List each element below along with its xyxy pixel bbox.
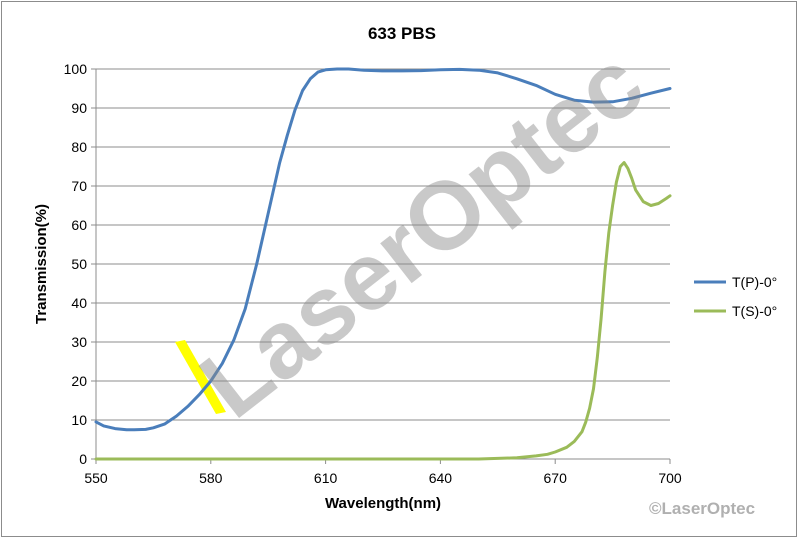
legend-label: T(S)-0° [732, 303, 777, 319]
y-tick-label: 30 [71, 334, 87, 350]
x-tick-label: 550 [84, 470, 108, 486]
y-tick-label: 10 [71, 412, 87, 428]
x-tick-label: 670 [544, 470, 568, 486]
gridlines [91, 68, 671, 464]
legend-label: T(P)-0° [732, 274, 777, 290]
y-tick-label: 80 [71, 139, 87, 155]
y-tick-label: 40 [71, 295, 87, 311]
x-tick-label: 580 [199, 470, 223, 486]
x-axis-label: Wavelength(nm) [325, 495, 441, 512]
y-tick-label: 60 [71, 217, 87, 233]
x-tick-label: 700 [658, 470, 682, 486]
legend: T(P)-0° T(S)-0° [694, 274, 777, 319]
y-tick-label: 70 [71, 178, 87, 194]
watermark-text: LaserOptec [181, 29, 663, 439]
x-tick-label: 640 [429, 470, 453, 486]
series-line-1 [94, 161, 672, 461]
y-tick-label: 20 [71, 373, 87, 389]
x-tick-labels: 550 580 610 640 670 700 [84, 470, 682, 486]
y-axis-label: Transmission(%) [33, 204, 50, 324]
y-tick-label: 90 [71, 100, 87, 116]
chart-title: 633 PBS [368, 24, 436, 43]
copyright-text: ©LaserOptec [649, 499, 755, 518]
series-lines [94, 67, 672, 461]
y-tick-label: 100 [64, 61, 88, 77]
highlight-marker [175, 340, 226, 414]
x-tick-label: 610 [314, 470, 338, 486]
y-tick-label: 0 [79, 451, 87, 467]
y-tick-label: 50 [71, 256, 87, 272]
series-line-0 [94, 67, 672, 432]
y-tick-labels: 0 10 20 30 40 50 60 70 80 90 100 [64, 61, 88, 467]
